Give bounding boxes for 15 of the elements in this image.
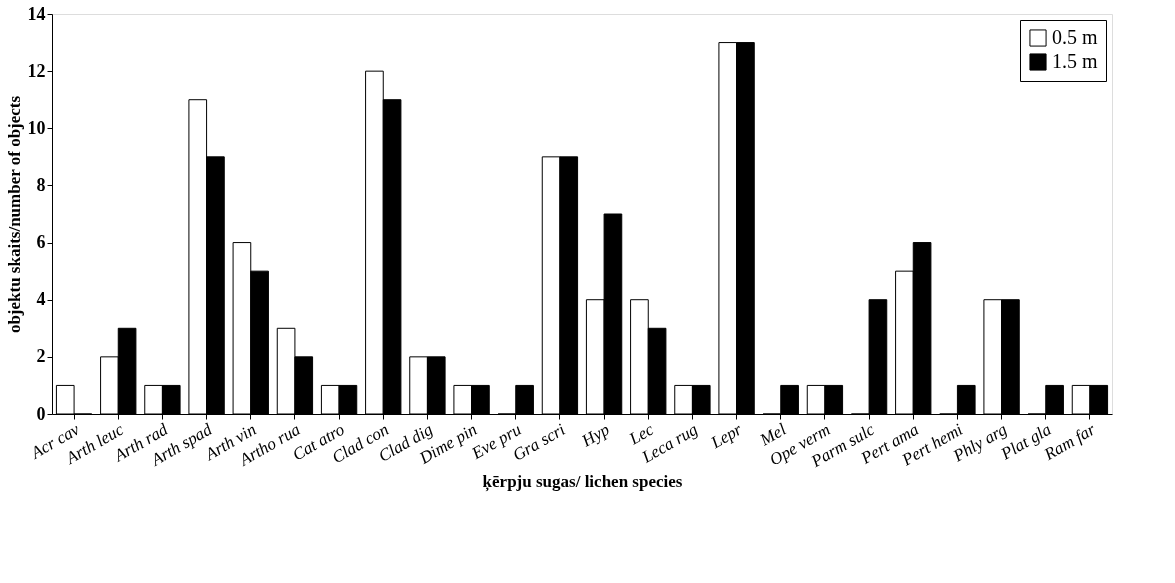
y-tick-label: 12 <box>27 60 46 81</box>
y-tick-label: 8 <box>36 174 46 195</box>
y-tick-label: 10 <box>27 117 46 138</box>
y-tick-label: 4 <box>36 289 46 310</box>
y-tick-label: 2 <box>36 346 46 367</box>
legend-label: 0.5 m <box>1052 26 1098 48</box>
legend-label: 1.5 m <box>1052 50 1098 72</box>
y-tick-label: 14 <box>27 3 46 24</box>
y-tick-label: 6 <box>36 232 46 253</box>
y-tick-label: 0 <box>36 403 46 424</box>
x-axis-title: ķērpju sugas/ lichen species <box>482 472 683 493</box>
x-tick-label: Lepr <box>706 419 746 453</box>
x-tick-label: Mel <box>755 419 790 450</box>
y-axis-title: objektu skaits/number of objects <box>4 95 24 334</box>
x-tick-label: Hyp <box>577 419 613 451</box>
